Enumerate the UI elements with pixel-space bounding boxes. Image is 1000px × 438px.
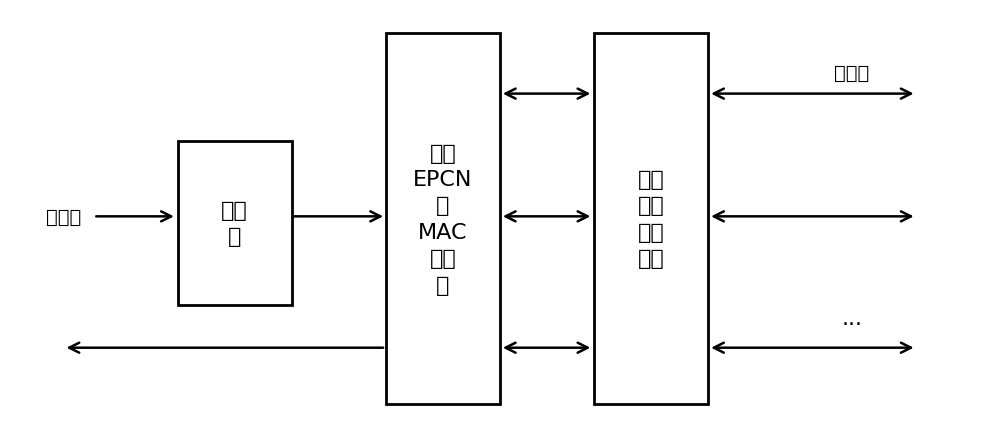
Text: 城域网: 城域网 — [46, 207, 81, 226]
Bar — [178, 141, 292, 305]
Bar — [594, 34, 708, 404]
Text: ...: ... — [842, 308, 863, 328]
Bar — [386, 34, 500, 404]
Text: 缓存
区: 缓存 区 — [221, 200, 248, 247]
Text: 双绞
线物
理层
单元: 双绞 线物 理层 单元 — [638, 170, 665, 268]
Text: 基带
EPCN
的
MAC
层单
元: 基带 EPCN 的 MAC 层单 元 — [413, 143, 473, 295]
Text: 双绞线: 双绞线 — [834, 64, 870, 82]
